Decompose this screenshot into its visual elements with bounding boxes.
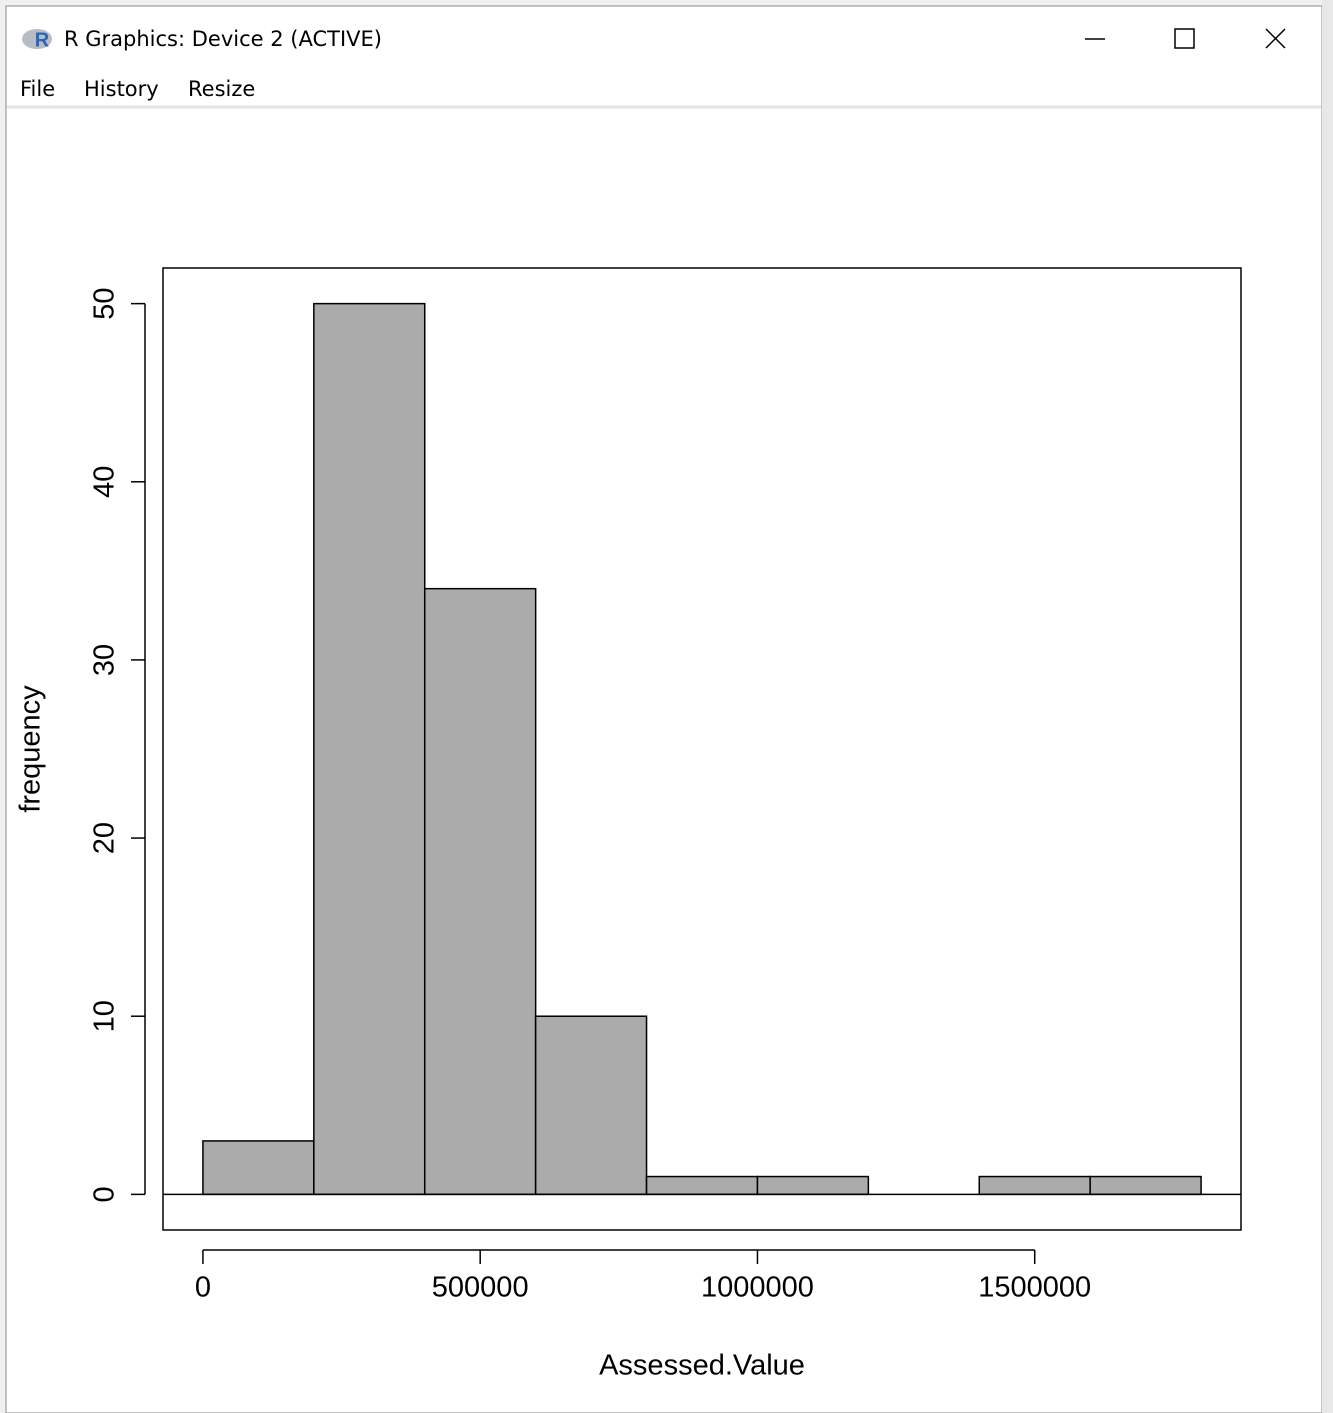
bar [313, 302, 426, 1196]
x-tick-label: 0 [195, 1272, 211, 1304]
window [5, 5, 1323, 1413]
x-tick-label: 1000000 [701, 1272, 814, 1304]
app-icon: R [22, 29, 52, 51]
menu-item[interactable]: History [84, 77, 159, 101]
window-title: R Graphics: Device 2 (ACTIVE) [64, 27, 382, 51]
close-button[interactable] [1265, 28, 1286, 49]
bar [978, 1175, 1091, 1196]
plot-box [162, 267, 1242, 1231]
y-tick-label: 0 [89, 1186, 121, 1202]
bar [423, 587, 537, 1196]
title-bar [7, 7, 1321, 105]
bar [756, 1175, 870, 1196]
y-tick-label: 40 [89, 466, 121, 498]
bar [1089, 1175, 1202, 1196]
bar [534, 1015, 648, 1196]
y-tick-label: 20 [89, 822, 121, 854]
menu-item[interactable]: Resize [188, 77, 255, 101]
bar [202, 1140, 315, 1196]
svg-text:R: R [35, 29, 50, 51]
background [1322, 0, 1333, 1413]
y-tick-label: 10 [89, 1000, 121, 1032]
bar [645, 1175, 759, 1196]
y-tick-label: 30 [89, 644, 121, 676]
x-tick-label: 1500000 [978, 1272, 1091, 1304]
x-axis-label: Assessed.Value [599, 1350, 805, 1382]
y-tick-label: 50 [89, 287, 121, 319]
menu-item[interactable]: File [20, 77, 55, 101]
y-axis-label: frequency [15, 685, 47, 813]
x-tick-label: 500000 [432, 1272, 529, 1304]
maximize-button[interactable] [1174, 28, 1195, 49]
